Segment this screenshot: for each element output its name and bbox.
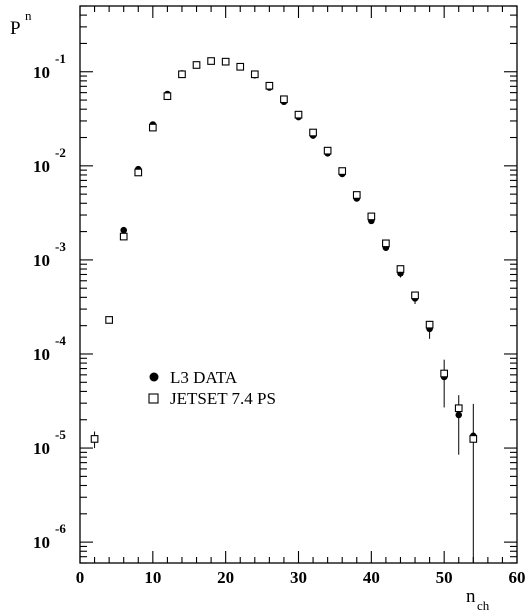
y-tick-label: 10 [33, 533, 50, 552]
point-jetset [192, 61, 201, 69]
point-jetset [250, 70, 259, 79]
point-jetset [338, 167, 347, 175]
x-tick-label: 0 [76, 568, 85, 587]
point-jetset [119, 232, 128, 241]
axis-ticks [79, 5, 518, 564]
y-tick-labels: 10 -1 10 -2 10 -3 10 -4 10 -5 10 -6 [33, 51, 66, 552]
y-tick-exponent: -5 [55, 427, 66, 442]
y-tick-exponent: -3 [55, 239, 66, 254]
legend: L3 DATA JETSET 7.4 PS [148, 368, 276, 408]
legend-label-l3-data: L3 DATA [170, 368, 238, 387]
y-tick-label: 10 [33, 157, 50, 176]
series-layer [90, 57, 478, 563]
y-tick-label: 10 [33, 63, 50, 82]
y-tick-label: 10 [33, 345, 50, 364]
point-jetset [236, 62, 245, 71]
point-jetset [440, 369, 449, 378]
point-jetset [411, 291, 419, 300]
legend-label-jetset: JETSET 7.4 PS [170, 389, 276, 408]
x-tick-label: 40 [363, 568, 380, 587]
y-axis-title: P [10, 18, 21, 39]
y-tick-label: 10 [33, 251, 50, 270]
point-jetset [367, 212, 376, 221]
x-tick-label: 20 [217, 568, 234, 587]
point-jetset [148, 123, 157, 132]
point-jetset [382, 239, 390, 248]
point-jetset [280, 95, 288, 104]
x-axis-title-subscript: ch [477, 598, 490, 612]
point-jetset [425, 320, 434, 329]
point-jetset [396, 265, 405, 273]
point-jetset [90, 435, 99, 443]
point-jetset [178, 70, 186, 79]
point-jetset [265, 81, 274, 90]
point-jetset [134, 168, 143, 177]
point-l3-data [120, 226, 127, 234]
point-jetset [207, 57, 215, 65]
point-jetset [469, 435, 478, 443]
point-l3-data [455, 411, 463, 419]
point-jetset [294, 110, 303, 119]
y-tick-exponent: -2 [55, 145, 66, 160]
x-tick-label: 50 [436, 568, 453, 587]
point-jetset [105, 316, 113, 324]
legend-marker-l3-data [149, 372, 159, 382]
x-tick-label: 10 [144, 568, 161, 587]
x-tick-label: 30 [290, 568, 307, 587]
point-jetset [323, 146, 332, 155]
y-tick-exponent: -1 [55, 51, 66, 66]
y-tick-exponent: -6 [55, 521, 66, 536]
y-axis-title-subscript: n [25, 8, 32, 23]
point-jetset [352, 191, 361, 199]
plot-frame [79, 5, 518, 564]
point-jetset [221, 57, 230, 66]
point-jetset [309, 128, 317, 137]
x-tick-label: 60 [509, 568, 526, 587]
point-jetset [454, 404, 463, 413]
point-jetset [163, 92, 172, 101]
legend-marker-jetset [148, 393, 159, 404]
y-tick-exponent: -4 [55, 333, 66, 348]
x-tick-labels: 0 10 20 30 40 50 60 [76, 568, 526, 587]
x-axis-title: n [466, 586, 476, 607]
y-tick-label: 10 [33, 439, 50, 458]
